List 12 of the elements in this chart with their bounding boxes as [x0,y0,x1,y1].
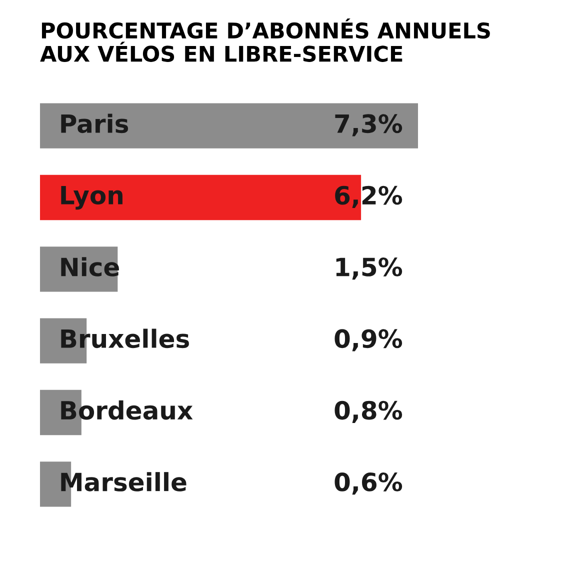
data-label: 7,3% [335,114,402,136]
chart-title: POURCENTAGE D’ABONNÉS ANNUELS AUX VÉLOS EN LIBRE-SERVICE [40,18,490,62]
y-tick-label: Bordeaux [61,400,193,420]
y-tick-label: Paris [61,114,128,134]
data-label: 0,8% [334,400,402,423]
bar [40,103,418,148]
y-tick-label: Marseille [61,472,186,492]
y-tick-label: Bruxelles [61,328,189,348]
data-label: 0,6% [334,472,402,495]
data-label: 1,5% [336,258,402,280]
y-tick-label: Lyon [61,186,122,210]
data-label: 0,9% [334,329,402,352]
